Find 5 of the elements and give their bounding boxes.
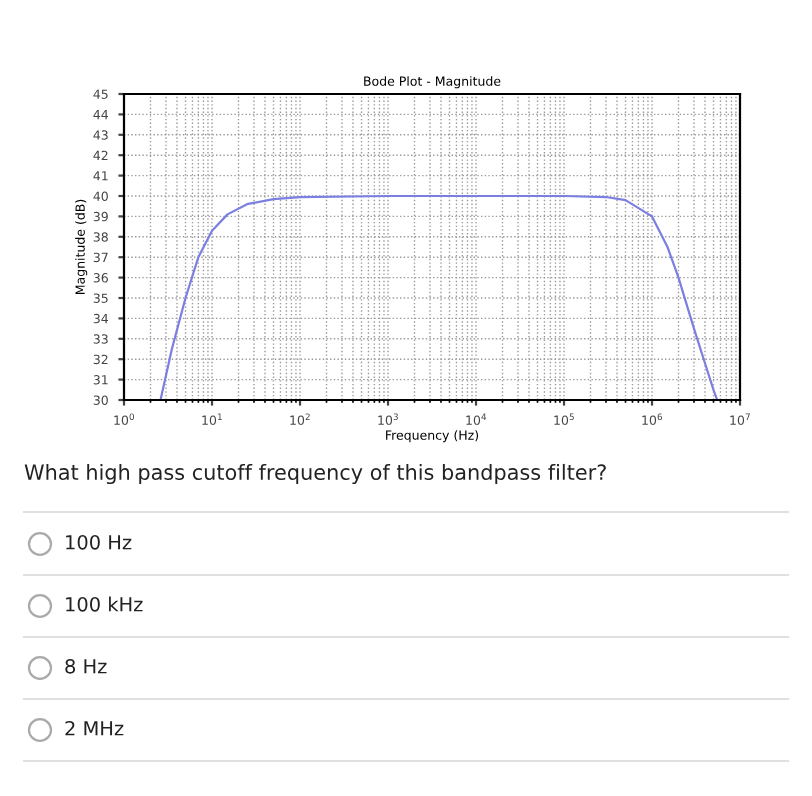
text: What high pass cutoff frequency of this bandpass filter? xyxy=(24,463,606,485)
text: 2 MHz xyxy=(65,720,124,736)
text: 100 Hz xyxy=(66,534,132,550)
text: 100 kHz xyxy=(66,596,143,612)
text: 8 Hz xyxy=(65,658,107,674)
